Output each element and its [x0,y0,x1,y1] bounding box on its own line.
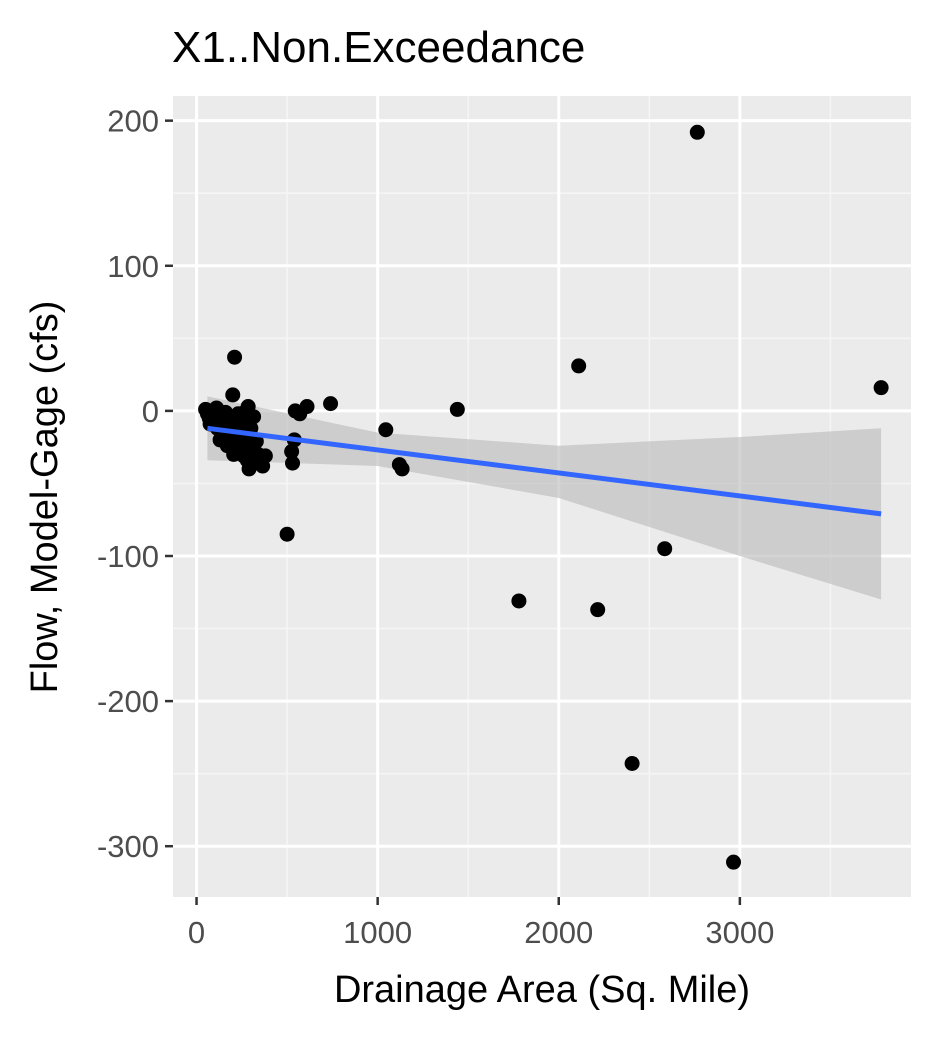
data-point [378,422,394,438]
fit-line [207,425,882,517]
chart-title: X1..Non.Exceedance [172,23,585,72]
data-point [285,455,301,471]
data-point [394,461,410,477]
data-point [248,433,264,449]
data-point [590,602,606,618]
data-point [571,358,587,374]
data-point [299,399,315,415]
data-point [246,409,262,425]
y-tick-label: -300 [97,829,159,864]
data-point [323,396,339,412]
data-point [257,448,273,464]
data-point [689,124,705,140]
x-axis-title: Drainage Area (Sq. Mile) [334,969,750,1011]
x-tick-label: 2000 [524,915,593,950]
fit-line-layer [207,425,882,517]
data-point [511,593,527,609]
points-layer [198,124,889,870]
data-point [873,380,889,396]
y-tick-label: -200 [97,684,159,719]
y-axis-title: Flow, Model-Gage (cfs) [24,301,66,694]
data-point [657,541,673,557]
data-point [227,349,243,365]
y-tick-label: -100 [97,539,159,574]
grid [173,96,911,897]
data-point [225,387,241,403]
data-point [624,756,640,771]
data-point [449,401,465,417]
confidence-band [207,396,882,600]
y-tick-label: 0 [142,394,159,429]
data-point [279,526,295,542]
data-point [726,854,742,870]
data-point [284,444,300,460]
confidence-band-layer [207,396,882,600]
y-tick-label: 200 [107,104,159,139]
y-tick-label: 100 [107,249,159,284]
x-tick-label: 0 [188,915,205,950]
x-tick-label: 1000 [343,915,412,950]
x-tick-label: 3000 [705,915,774,950]
